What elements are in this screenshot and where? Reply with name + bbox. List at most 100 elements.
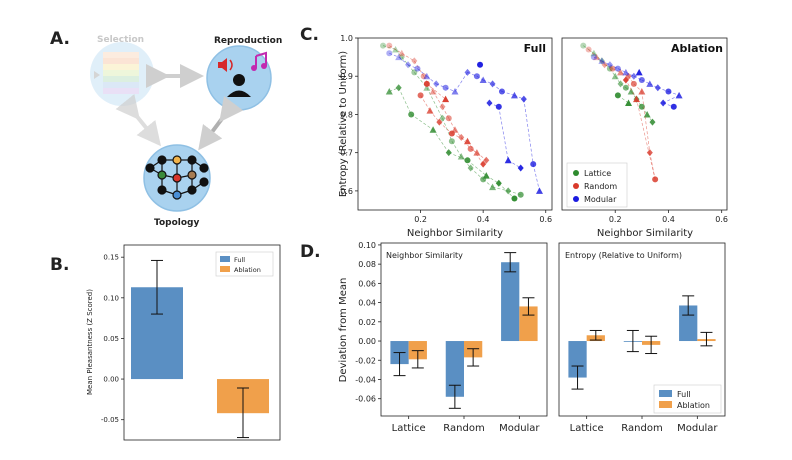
point-lattice: [643, 110, 651, 118]
topology-label: Topology: [154, 218, 199, 228]
point-lattice: [489, 183, 497, 191]
point-lattice: [617, 80, 624, 88]
point-random: [601, 61, 608, 69]
point-modular: [630, 72, 637, 80]
panel-c-ablation-x-label: Neighbor Similarity: [597, 228, 693, 239]
point-modular: [660, 99, 667, 107]
trajectory-line-lattice: [601, 60, 611, 69]
point-modular: [451, 88, 459, 95]
point-random: [439, 103, 446, 111]
y-tick-label: 0.9: [340, 72, 353, 81]
legend-label-random: Random: [584, 182, 617, 191]
y-tick-label: 0.8: [340, 110, 353, 119]
panel-b-axes: [123, 244, 281, 441]
point-modular: [614, 65, 621, 72]
trajectory-line-modular: [662, 95, 680, 104]
point-lattice: [429, 126, 437, 133]
trajectory-line-modular: [498, 106, 509, 161]
panel-c-ablation-plot: 0.2 0.4 0.6: [580, 42, 728, 224]
point-random: [483, 156, 490, 164]
trajectory-line-lattice: [467, 160, 487, 176]
point-lattice: [482, 172, 490, 179]
point-modular: [473, 73, 480, 80]
x-tick-label: 0.2: [609, 215, 622, 224]
point-modular: [675, 91, 683, 99]
point-lattice: [505, 187, 512, 195]
point-modular: [386, 50, 393, 57]
point-modular: [498, 88, 505, 95]
point-random: [630, 80, 637, 87]
y-tick-label: -0.02: [355, 356, 376, 365]
panel-c-legend: Lattice Random Modular: [566, 162, 628, 208]
point-random: [609, 65, 616, 72]
point-modular: [495, 103, 502, 110]
reproduction-label: Reproduction: [214, 36, 282, 46]
trajectory-line-modular: [532, 164, 540, 191]
point-lattice: [439, 114, 446, 122]
point-random: [473, 149, 481, 156]
y-tick-label: 0.08: [358, 260, 376, 269]
trajectory-line-random: [414, 60, 425, 77]
point-modular: [489, 80, 496, 88]
trajectory-line-modular: [426, 75, 437, 85]
point-modular: [479, 76, 487, 84]
trajectory-line-lattice: [382, 45, 396, 50]
point-random: [622, 76, 629, 84]
trajectory-line-random: [588, 49, 597, 58]
x-tick-label: Modular: [677, 423, 718, 434]
trajectory-line-modular: [417, 68, 428, 77]
point-lattice: [611, 72, 619, 80]
trajectory-line-random: [649, 152, 656, 180]
x-tick-label: Random: [443, 423, 484, 434]
reproduction-node: [206, 45, 272, 111]
panel-c-ablation-axes: [561, 37, 728, 211]
point-random: [386, 42, 393, 49]
y-tick-label: -0.06: [355, 395, 376, 404]
point-lattice: [517, 191, 524, 198]
panel-c-letter: C.: [300, 25, 319, 45]
point-lattice: [448, 138, 455, 145]
point-modular: [517, 164, 524, 172]
trajectory-line-random: [423, 76, 434, 92]
point-random: [423, 80, 430, 87]
legend-marker-modular: [573, 196, 579, 202]
panel-c-ablation-title: Ablation: [671, 42, 723, 55]
y-tick-label: 0.00: [103, 376, 119, 384]
point-random: [411, 57, 418, 65]
panel-b-y-axis-label: Mean Pleasantness (Z Scored): [86, 289, 94, 395]
panel-c-full-title: Full: [524, 42, 546, 55]
network-graph-icon: [145, 155, 209, 200]
trajectory-line-random: [641, 91, 651, 153]
bar-full-modular: [501, 262, 520, 342]
point-random: [646, 149, 653, 157]
point-lattice: [411, 69, 418, 76]
speaker-icon: [218, 58, 233, 72]
panel-c-full-axes: [357, 37, 553, 211]
point-modular: [520, 95, 527, 103]
point-modular: [477, 61, 484, 68]
trajectory-line-random: [401, 52, 415, 62]
trajectory-line-lattice: [432, 129, 450, 153]
panel-c: C. 0.2 0.4 0.6 1.0 0.9 0.8 0.7 0.6 0.2 0.4 0.6 Fu…: [300, 25, 728, 239]
legend-label-full: Full: [234, 256, 245, 264]
trajectory-line-random: [636, 99, 656, 180]
trajectory-line-random: [426, 83, 446, 100]
point-modular: [654, 84, 661, 92]
trajectory-line-modular: [601, 60, 611, 66]
panel-a-letter: A.: [50, 29, 70, 49]
point-random: [417, 92, 424, 99]
point-random: [617, 68, 625, 76]
trajectory-line-lattice: [398, 87, 412, 115]
y-tick-label: 0.15: [103, 254, 119, 262]
point-modular: [598, 57, 606, 64]
point-lattice: [385, 88, 393, 95]
panel-c-full-plot: 0.2 0.4 0.6 1.0 0.9 0.8 0.7 0.6: [340, 34, 552, 224]
music-note-icon: [251, 51, 267, 71]
trajectory-line-lattice: [401, 56, 415, 73]
bar-full-lattice: [568, 341, 587, 378]
point-lattice: [457, 152, 465, 160]
point-lattice: [622, 84, 629, 91]
x-tick-label: 0.4: [477, 215, 490, 224]
point-lattice: [467, 164, 474, 172]
